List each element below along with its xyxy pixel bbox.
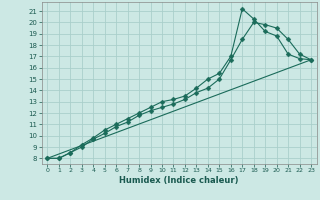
X-axis label: Humidex (Indice chaleur): Humidex (Indice chaleur)	[119, 176, 239, 185]
